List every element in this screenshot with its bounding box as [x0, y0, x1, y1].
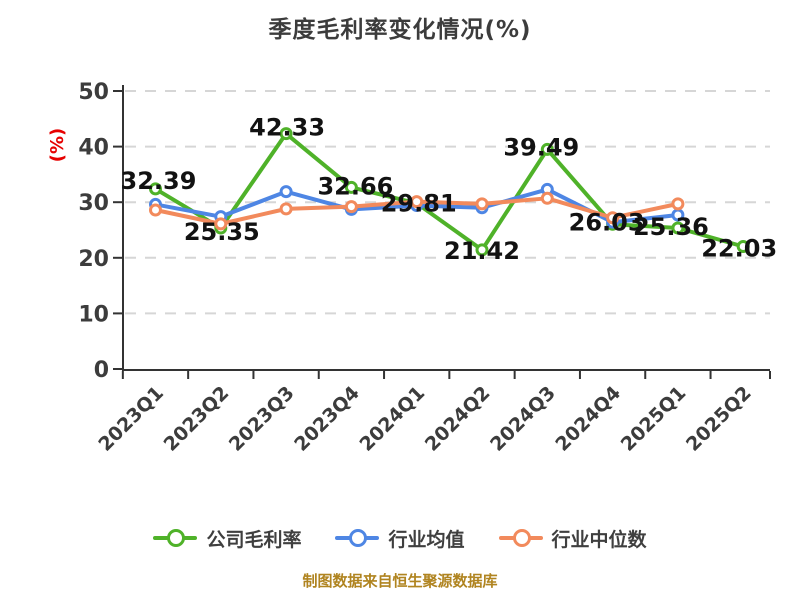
y-axis-tick-label: 40	[78, 136, 109, 161]
data-point-label: 29.81	[381, 189, 457, 217]
data-point-marker	[344, 200, 358, 214]
x-axis-tick-label: 2024Q3	[486, 382, 560, 456]
legend-label: 公司毛利率	[206, 528, 302, 551]
x-axis-tick-label: 2023Q1	[94, 382, 168, 456]
industry-mean-series-icon	[335, 528, 380, 548]
chart-title: 季度毛利率变化情况(%)	[268, 17, 532, 43]
legend-label: 行业均值	[388, 528, 465, 551]
data-point-label: 42.33	[249, 114, 325, 142]
y-axis-name: (%)	[47, 128, 68, 163]
x-axis-tick-label: 2025Q1	[617, 382, 691, 456]
data-point-marker	[606, 211, 620, 225]
y-axis-tick-label: 50	[78, 80, 109, 105]
data-point-label: 39.49	[503, 133, 579, 161]
series-line-0	[153, 131, 746, 252]
data-point-label: 22.03	[701, 235, 777, 263]
x-axis-tick-label: 2025Q2	[682, 382, 756, 456]
legend-item-industry-median[interactable]: 行业中位数	[498, 525, 647, 552]
data-point-marker	[279, 185, 293, 199]
data-point-label: 21.42	[444, 237, 520, 265]
data-point-marker	[671, 221, 685, 235]
y-axis-tick-label: 10	[78, 302, 109, 327]
data-point-marker	[736, 240, 750, 254]
data-point-label: 32.66	[317, 172, 393, 200]
data-source-note: 制图数据来自恒生聚源数据库	[302, 572, 498, 590]
x-axis-tick-label: 2023Q2	[160, 382, 234, 456]
industry-median-series-icon	[498, 528, 543, 548]
y-axis-tick-label: 0	[94, 358, 109, 383]
x-axis-tick-label: 2023Q4	[290, 382, 364, 456]
y-axis-tick-label: 20	[78, 247, 109, 272]
legend-item-company-gross-margin[interactable]: 公司毛利率	[153, 525, 301, 552]
data-point-marker	[279, 127, 293, 141]
data-point-marker	[475, 243, 489, 257]
x-axis-tick-label: 2024Q1	[356, 382, 430, 456]
data-point-marker	[344, 180, 358, 194]
legend-item-industry-mean[interactable]: 行业均值	[335, 525, 465, 552]
data-point-marker	[540, 191, 554, 205]
data-point-marker	[214, 217, 228, 231]
data-point-marker	[149, 182, 162, 196]
chart-legend: 公司毛利率 行业均值 行业中位数	[0, 518, 800, 558]
data-point-marker	[671, 197, 685, 211]
data-point-marker	[540, 142, 554, 156]
x-axis-tick-label: 2024Q4	[551, 382, 625, 456]
data-point-label: 32.39	[121, 167, 197, 195]
y-axis-tick-label: 30	[78, 191, 109, 216]
data-point-label: 25.35	[184, 218, 260, 246]
data-point-marker	[279, 202, 293, 216]
data-point-label: 26.03	[569, 208, 645, 236]
company-gross-margin-series-icon	[153, 528, 198, 548]
legend-label: 行业中位数	[551, 528, 647, 551]
data-point-marker	[475, 197, 489, 211]
x-axis-tick-label: 2024Q2	[421, 382, 495, 456]
data-point-marker	[149, 203, 162, 217]
x-axis-tick-label: 2023Q3	[225, 382, 299, 456]
data-point-label: 25.36	[633, 213, 709, 241]
data-point-marker	[410, 195, 424, 209]
